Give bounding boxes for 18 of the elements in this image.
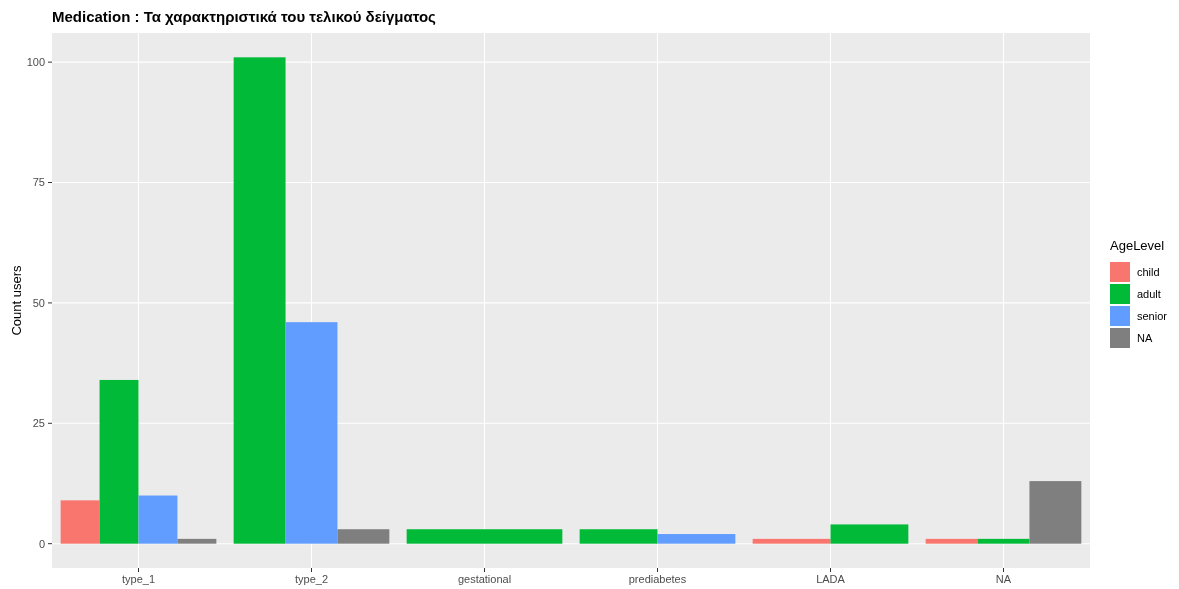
x-tick-label: prediabetes	[628, 573, 687, 585]
y-axis-title: Count users	[9, 264, 24, 336]
x-tick-label: NA	[995, 573, 1012, 585]
x-tick-label: gestational	[457, 573, 512, 585]
y-tick-label: 25	[32, 417, 45, 430]
legend-label: child	[1137, 265, 1160, 278]
x-tick-label: type_1	[121, 573, 156, 585]
x-tick-label: type_2	[294, 573, 329, 585]
y-tick-label: 50	[32, 296, 45, 309]
legend-label: adult	[1137, 287, 1161, 300]
legend-title: AgeLevel	[1110, 238, 1165, 253]
legend-label: senior	[1137, 309, 1168, 322]
x-tick-label: LADA	[816, 573, 846, 585]
chart-title: Medication : Τα χαρακτηριστικά του τελικού δείγματος	[52, 8, 437, 25]
y-tick-label: 0	[38, 537, 45, 550]
legend-label: NA	[1137, 331, 1153, 344]
y-tick-label: 100	[26, 55, 45, 68]
y-tick-label: 75	[32, 176, 45, 189]
